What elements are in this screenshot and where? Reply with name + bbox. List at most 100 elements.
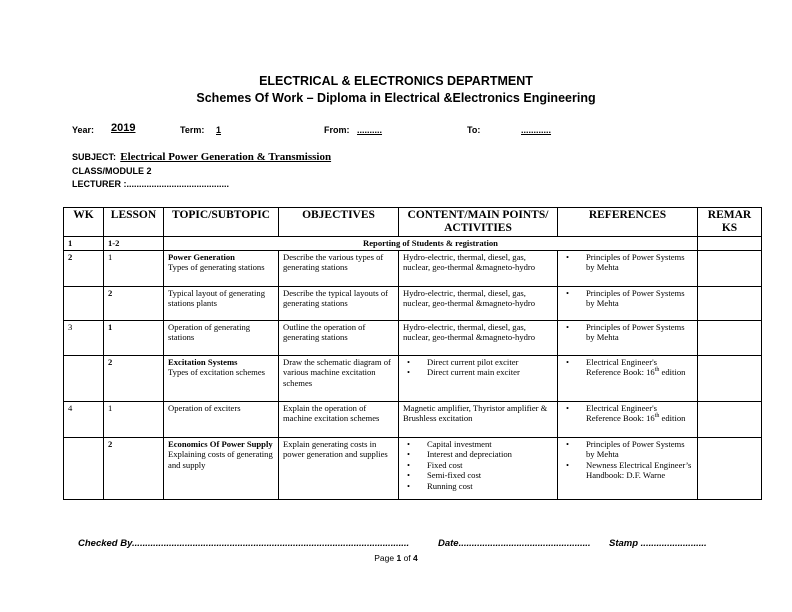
lesson-cell: 1 — [103, 249, 164, 287]
header-content: CONTENT/MAIN POINTS/ ACTIVITIES — [398, 207, 558, 237]
reference-item: Newness Electrical Engineer’s Handbook: … — [566, 460, 693, 481]
topic-cell: Operation of exciters — [163, 400, 279, 438]
content-cell: Magnetic amplifier, Thyristor amplifier … — [398, 400, 558, 438]
references-cell: Principles of Power Systems by Mehta — [557, 319, 698, 356]
table-row: 2 Excitation Systems Types of excitation … — [63, 354, 762, 402]
stamp-line: Stamp ......................... — [609, 538, 707, 549]
checked-by-line: Checked By..............................… — [78, 538, 410, 549]
objectives-cell: Describe the typical layouts of generati… — [278, 285, 399, 321]
topic-heading: Economics Of Power Supply — [168, 438, 273, 449]
topic-cell: Power Generation Types of generating stat… — [163, 249, 279, 287]
content-item: Interest and depreciation — [407, 449, 553, 460]
to-value: ............ — [521, 125, 552, 135]
reference-item: Principles of Power Systems by Mehta — [566, 439, 693, 460]
remarks-cell — [697, 400, 762, 438]
from-label: From: — [324, 125, 350, 135]
objectives-cell: Outline the operation of generating stat… — [278, 319, 399, 356]
merged-cell: Reporting of Students & registration — [163, 236, 698, 251]
table-row: 1 1-2 Reporting of Students & registrati… — [63, 236, 762, 251]
header-objectives: OBJECTIVES — [278, 207, 399, 237]
class-module: CLASS/MODULE 2 — [72, 166, 152, 176]
date-line: Date....................................… — [438, 538, 591, 549]
year-value: 2019 — [111, 122, 136, 134]
header-lesson: LESSON — [103, 207, 164, 237]
topic-text: Types of excitation schemes — [168, 367, 266, 377]
reference-item: Principles of Power Systems by Mehta — [566, 288, 693, 309]
content-item: Running cost — [407, 481, 553, 492]
term-value: 1 — [216, 125, 222, 135]
topic-cell: Excitation Systems Types of excitation sc… — [163, 354, 279, 402]
wk-cell: 1 — [63, 236, 104, 251]
table-row: 2 Typical layout of generating stations … — [63, 285, 762, 321]
lecturer: LECTURER :..............................… — [72, 179, 230, 189]
lesson-cell: 2 — [103, 285, 164, 321]
lesson-cell: 1-2 — [103, 236, 164, 251]
header-references: REFERENCES — [557, 207, 698, 237]
references-cell: Principles of Power Systems by Mehta — [557, 249, 698, 287]
topic-cell: Operation of generating stations — [163, 319, 279, 356]
wk-cell: 4 — [63, 400, 104, 438]
scheme-of-work-table: WK LESSON TOPIC/SUBTOPIC OBJECTIVES CONT… — [63, 207, 762, 500]
document-subtitle: Schemes Of Work – Diploma in Electrical … — [196, 91, 596, 105]
references-cell: Electrical Engineer's Reference Book: 16… — [557, 354, 698, 402]
content-cell: Hydro-electric, thermal, diesel, gas, nu… — [398, 285, 558, 321]
header-remarks: REMAR KS — [697, 207, 762, 237]
subject-label: SUBJECT: — [72, 152, 117, 162]
references-cell: Electrical Engineer's Reference Book: 16… — [557, 400, 698, 438]
table-row: 2 1 Power Generation Types of generating … — [63, 249, 762, 287]
table-row: 2 Economics Of Power Supply Explaining co… — [63, 436, 762, 500]
reference-item: Principles of Power Systems by Mehta — [566, 252, 693, 273]
term-label: Term: — [180, 125, 205, 135]
topic-cell: Typical layout of generating stations pl… — [163, 285, 279, 321]
from-value: .......... — [357, 125, 383, 135]
lesson-cell: 1 — [103, 400, 164, 438]
objectives-cell: Draw the schematic diagram of various ma… — [278, 354, 399, 402]
content-cell: Direct current pilot exciter Direct curr… — [398, 354, 558, 402]
wk-cell: 2 — [63, 249, 104, 287]
lesson-cell: 1 — [103, 319, 164, 356]
department-title: ELECTRICAL & ELECTRONICS DEPARTMENT — [259, 74, 533, 88]
subject-value: Electrical Power Generation & Transmissi… — [120, 151, 332, 163]
remarks-cell — [697, 285, 762, 321]
wk-cell: 3 — [63, 319, 104, 356]
content-cell: Hydro-electric, thermal, diesel, gas, nu… — [398, 249, 558, 287]
remarks-cell — [697, 249, 762, 287]
lesson-cell: 2 — [103, 354, 164, 402]
page-current: 1 — [396, 553, 402, 563]
page-of: of — [401, 553, 414, 563]
references-cell: Principles of Power Systems by Mehta New… — [557, 436, 698, 500]
year-label: Year: — [72, 125, 95, 135]
reference-item: Electrical Engineer's Reference Book: 16… — [566, 403, 693, 424]
page-number: Page 1 of 4 — [0, 553, 792, 563]
topic-heading: Excitation Systems — [168, 356, 238, 367]
header-topic: TOPIC/SUBTOPIC — [163, 207, 279, 237]
content-cell: Hydro-electric, thermal, diesel, gas, nu… — [398, 319, 558, 356]
content-item: Semi-fixed cost — [407, 470, 553, 481]
objectives-cell: Explain the operation of machine excitat… — [278, 400, 399, 438]
topic-heading: Power Generation — [168, 251, 235, 262]
reference-item: Electrical Engineer's Reference Book: 16… — [566, 357, 693, 378]
references-cell: Principles of Power Systems by Mehta — [557, 285, 698, 321]
remarks-cell — [697, 436, 762, 500]
topic-text: Types of generating stations — [168, 262, 265, 272]
remarks-cell — [697, 354, 762, 402]
page-total: 4 — [413, 553, 418, 563]
content-item: Direct current main exciter — [407, 367, 553, 378]
subject-line: SUBJECT: Electrical Power Generation & T… — [72, 151, 331, 163]
content-item: Direct current pilot exciter — [407, 357, 553, 368]
content-item: Capital investment — [407, 439, 553, 450]
content-cell: Capital investment Interest and deprecia… — [398, 436, 558, 500]
header-wk: WK — [63, 207, 104, 237]
table-header-row: WK LESSON TOPIC/SUBTOPIC OBJECTIVES CONT… — [63, 207, 762, 237]
table-row: 3 1 Operation of generating stations Out… — [63, 319, 762, 356]
page-prefix: Page — [374, 553, 397, 563]
wk-cell — [63, 285, 104, 321]
reference-item: Principles of Power Systems by Mehta — [566, 322, 693, 343]
topic-cell: Economics Of Power Supply Explaining cost… — [163, 436, 279, 500]
remarks-cell — [697, 319, 762, 356]
wk-cell — [63, 354, 104, 402]
objectives-cell: Explain generating costs in power genera… — [278, 436, 399, 500]
remarks-cell — [697, 236, 762, 251]
content-item: Fixed cost — [407, 460, 553, 471]
objectives-cell: Describe the various types of generating… — [278, 249, 399, 287]
